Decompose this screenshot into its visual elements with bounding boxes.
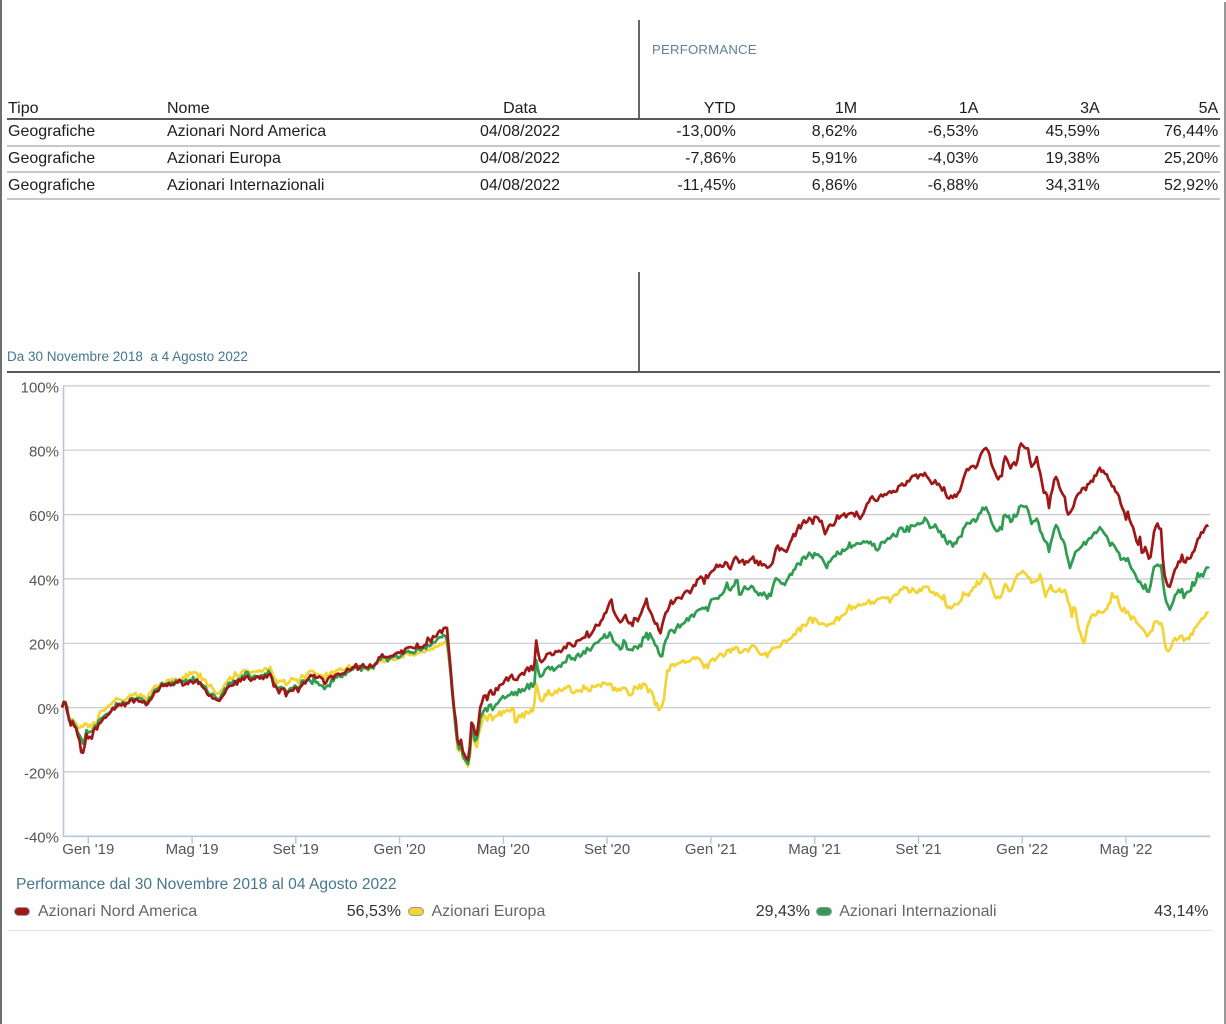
svg-text:Mag '19: Mag '19	[166, 841, 219, 858]
svg-text:Set '19: Set '19	[273, 841, 319, 858]
svg-text:Gen '19: Gen '19	[62, 841, 114, 858]
svg-text:40%: 40%	[29, 572, 59, 589]
svg-text:Mag '20: Mag '20	[477, 841, 530, 858]
svg-text:Mag '21: Mag '21	[788, 841, 841, 858]
svg-text:Gen '20: Gen '20	[374, 841, 426, 858]
svg-text:20%: 20%	[29, 637, 59, 654]
svg-text:100%: 100%	[21, 379, 59, 396]
svg-text:Set '21: Set '21	[895, 841, 941, 858]
svg-text:Gen '21: Gen '21	[685, 841, 737, 858]
svg-text:Set '20: Set '20	[584, 841, 630, 858]
svg-text:Gen '22: Gen '22	[996, 841, 1048, 858]
svg-text:80%: 80%	[29, 444, 59, 461]
svg-text:Mag '22: Mag '22	[1100, 841, 1153, 858]
svg-text:0%: 0%	[37, 701, 59, 718]
svg-text:60%: 60%	[29, 508, 59, 525]
svg-text:-40%: -40%	[24, 830, 59, 847]
svg-text:-20%: -20%	[24, 765, 59, 782]
